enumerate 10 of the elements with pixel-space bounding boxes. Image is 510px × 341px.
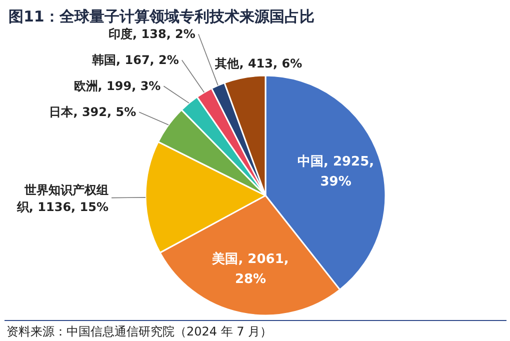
- slice-label: 欧洲, 199, 3%: [74, 79, 161, 94]
- slice-label: 印度, 138, 2%: [108, 27, 196, 42]
- slice-label: 世界知识产权组织, 1136, 15%: [16, 182, 109, 214]
- text: 资料来源：中国信息通信研究院（2024 年 7 月）: [6, 324, 272, 338]
- slice-label: 中国, 2925, 39%: [297, 154, 374, 190]
- slice-label: 日本, 392, 5%: [49, 105, 136, 120]
- slice-label: 美国, 2061, 28%: [211, 250, 289, 287]
- chart-title: 图11：全球量子计算领域专利技术来源国占比: [8, 8, 314, 26]
- slice-label: 其他, 413, 6%: [214, 56, 302, 70]
- slice-label: 韩国, 167, 2%: [91, 53, 179, 68]
